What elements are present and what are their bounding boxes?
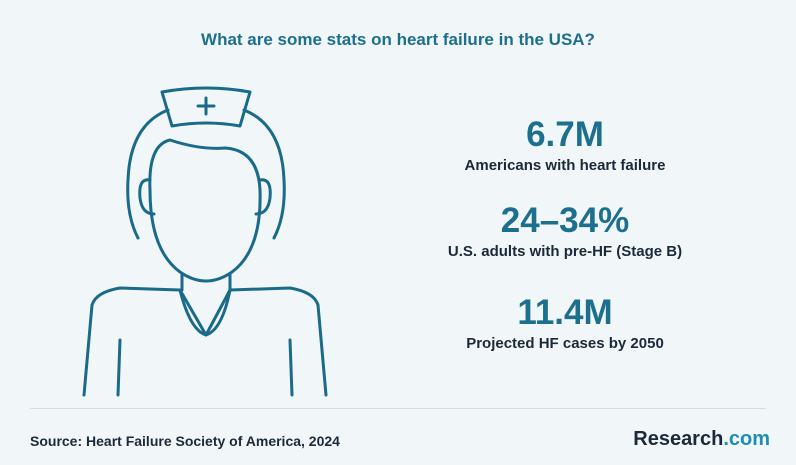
source: Source: Heart Failure Society of America… — [30, 433, 340, 449]
stat-value: 6.7M — [526, 115, 604, 154]
stat-label: U.S. adults with pre-HF (Stage B) — [447, 243, 683, 260]
brand-name: Research — [633, 428, 724, 450]
title: What are some stats on heart failure in … — [201, 30, 595, 49]
stat: 11.4M Projected HF cases by 2050 — [405, 293, 725, 352]
brand: Research.com — [633, 428, 770, 451]
stat-value: 11.4M — [517, 293, 613, 332]
stat: 6.7M Americans with heart failure — [405, 115, 725, 174]
divider — [30, 408, 766, 409]
stat-label: Americans with heart failure — [464, 157, 666, 174]
stat-value: 24–34% — [500, 201, 630, 240]
stat-label: Projected HF cases by 2050 — [466, 335, 664, 352]
brand-suffix: .com — [723, 428, 770, 450]
stat: 24–34% U.S. adults with pre-HF (Stage B) — [405, 201, 725, 260]
